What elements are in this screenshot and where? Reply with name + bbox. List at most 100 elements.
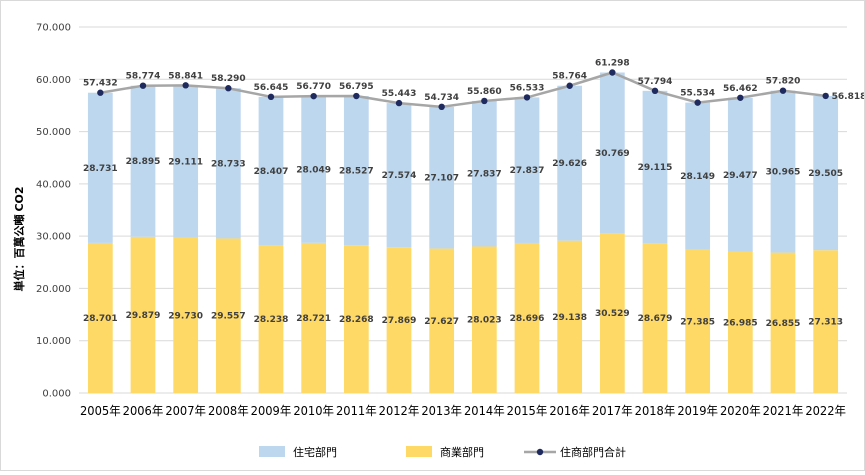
bar-residential (770, 90, 796, 253)
x-tick-label: 2006年 (123, 404, 164, 418)
data-label-total: 57.432 (83, 79, 118, 89)
x-tick-label: 2015年 (507, 404, 548, 418)
data-label-total: 56.795 (339, 82, 374, 92)
bar-residential (429, 106, 455, 249)
data-label-total: 55.860 (467, 87, 502, 97)
total-point (267, 93, 275, 101)
x-tick-label: 2018年 (635, 404, 676, 418)
data-label-residential: 30.769 (595, 149, 630, 159)
total-point (225, 85, 232, 92)
x-tick-label: 2014年 (464, 404, 505, 418)
total-point (523, 94, 531, 101)
legend-label: 住宅部門 (293, 445, 337, 459)
data-label-total: 56.818 (832, 92, 864, 102)
total-point (353, 92, 360, 100)
bar-commercial (215, 238, 241, 393)
data-label-residential: 29.505 (808, 169, 843, 179)
x-tick-label: 2021年 (763, 404, 804, 418)
y-tick-label: 70.000 (36, 23, 71, 34)
bar-residential (514, 97, 540, 243)
bar-commercial (386, 247, 412, 393)
gridlines (79, 26, 847, 394)
legend-swatch (259, 446, 285, 457)
bar-residential (727, 97, 753, 252)
y-tick-label: 40.000 (36, 179, 71, 190)
data-label-commercial: 26.855 (766, 319, 801, 329)
data-label-commercial: 28.679 (638, 314, 673, 324)
x-tick-label: 2010年 (293, 404, 334, 418)
bar-commercial (301, 242, 327, 393)
bar-commercial (87, 242, 113, 393)
x-tick-label: 2022年 (805, 404, 846, 418)
y-axis-label: 単位：百萬公噸 CO2 (12, 186, 26, 291)
y-tick-label: 60.000 (36, 75, 71, 86)
total-point (566, 82, 573, 89)
data-label-commercial: 26.985 (723, 318, 758, 328)
data-label-total: 54.734 (424, 93, 459, 103)
svg-text:単位：百萬公噸CO2: 単位：百萬公噸 CO2 (12, 186, 26, 291)
bar-residential (557, 85, 583, 241)
total-point (438, 103, 445, 111)
x-tick-label: 2012年 (379, 404, 420, 418)
bar-residential (258, 96, 284, 246)
data-label-commercial: 27.627 (424, 317, 459, 327)
bar-residential (471, 100, 497, 247)
total-point (395, 99, 403, 107)
total-point (481, 97, 488, 105)
x-tick-label: 2008年 (208, 404, 249, 418)
bar-commercial (642, 243, 668, 393)
bar-commercial (599, 233, 625, 393)
data-label-commercial: 28.023 (467, 316, 502, 326)
bar-commercial (471, 246, 497, 393)
y-tick-label: 50.000 (36, 127, 71, 138)
data-label-total: 56.462 (723, 84, 758, 94)
data-label-total: 58.774 (126, 72, 161, 82)
legend-swatch (406, 446, 432, 457)
data-label-total: 58.290 (211, 74, 246, 84)
y-tick-label: 10.000 (36, 336, 71, 347)
bar-commercial (727, 251, 753, 393)
data-label-residential: 28.049 (296, 166, 331, 176)
data-label-residential: 29.115 (638, 163, 673, 173)
data-label-commercial: 28.696 (510, 314, 545, 324)
legend-marker (536, 448, 544, 456)
data-label-commercial: 27.869 (382, 316, 417, 326)
y-axis-ticks: 0.000 10.000 20.000 30.000 40.000 50.000 60.00… (36, 23, 71, 400)
total-point (182, 82, 189, 89)
data-label-total: 56.770 (296, 82, 331, 92)
bar-commercial (685, 249, 711, 393)
bar-commercial (813, 250, 839, 393)
data-label-commercial: 29.557 (211, 312, 246, 322)
total-point (694, 99, 701, 106)
data-label-residential: 29.626 (552, 159, 587, 169)
bar-residential (813, 95, 839, 251)
data-label-total: 57.794 (638, 77, 673, 87)
total-point (310, 92, 317, 100)
total-point (822, 92, 829, 100)
data-label-commercial: 29.138 (552, 313, 587, 323)
bar-residential (301, 96, 327, 243)
y-tick-label: 0.000 (42, 389, 71, 400)
data-label-commercial: 27.385 (680, 317, 715, 327)
x-tick-label: 2019年 (677, 404, 718, 418)
total-point (609, 69, 616, 76)
data-label-commercial: 29.730 (168, 311, 203, 321)
legend-label: 商業部門 (440, 445, 484, 459)
data-label-commercial: 29.879 (126, 311, 161, 321)
total-point (737, 94, 744, 101)
x-tick-label: 2020年 (720, 404, 761, 418)
x-tick-label: 2007年 (165, 404, 206, 418)
bar-commercial (173, 237, 199, 393)
y-tick-label: 30.000 (36, 232, 71, 243)
data-label-residential: 28.527 (339, 167, 374, 177)
data-label-residential: 27.837 (510, 166, 545, 176)
data-label-residential: 28.733 (211, 159, 246, 169)
bar-residential (642, 90, 668, 244)
data-label-residential: 28.895 (126, 157, 161, 167)
bar-residential (386, 103, 412, 248)
data-label-total: 56.645 (254, 83, 289, 93)
bar-commercial (343, 245, 369, 393)
data-label-commercial: 27.313 (808, 318, 843, 328)
x-tick-label: 2009年 (251, 404, 292, 418)
